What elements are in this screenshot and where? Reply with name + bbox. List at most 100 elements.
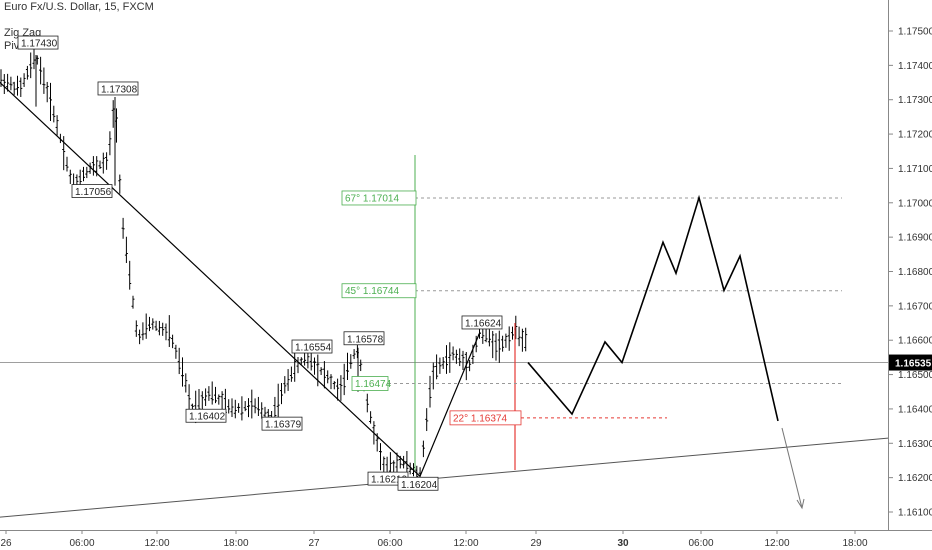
- ohlc-bar: [42, 67, 46, 94]
- projection-arrowhead: [796, 498, 805, 510]
- ohlc-bars: [0, 45, 528, 484]
- ohlc-bar: [468, 359, 472, 372]
- pivot-label-box: [291, 339, 333, 354]
- ohlc-bar: [187, 384, 191, 411]
- ohlc-bar: [425, 408, 429, 432]
- ohlc-bar: [78, 169, 82, 186]
- ohlc-bar: [326, 370, 330, 384]
- price-tick-label: 1.16700: [898, 301, 932, 312]
- ohlc-bar: [454, 349, 458, 364]
- price-tick-label: 1.16200: [898, 473, 932, 484]
- time-tick-label: 26: [0, 538, 12, 549]
- time-tick-label: 12:00: [453, 538, 478, 549]
- pivot-label: 1.16554: [295, 343, 332, 354]
- projection-arrow: [781, 427, 803, 509]
- pivot-label-box: [97, 81, 139, 96]
- price-tick-label: 1.17200: [898, 130, 932, 141]
- ohlc-bar: [16, 75, 19, 96]
- ohlc-bar: [289, 366, 293, 382]
- pivot-label-box: [343, 331, 385, 346]
- ohlc-bar: [157, 320, 161, 336]
- ohlc-bar: [250, 389, 254, 419]
- ohlc-bar: [167, 315, 171, 347]
- price-tick-label: 1.17100: [898, 164, 932, 175]
- ohlc-bar: [461, 350, 465, 370]
- ohlc-bar: [524, 327, 528, 352]
- ohlc-bar: [220, 391, 224, 412]
- fib-label-box: [341, 190, 417, 206]
- ohlc-bar: [200, 391, 204, 410]
- ohlc-bar: [214, 386, 217, 404]
- ohlc-bar: [12, 81, 16, 95]
- ohlc-bar: [171, 334, 175, 349]
- price-tick-label: 1.16100: [898, 507, 932, 518]
- ohlc-bar: [501, 335, 505, 352]
- ohlc-bar: [448, 342, 452, 373]
- ohlc-bar: [65, 156, 69, 172]
- ohlc-bar: [256, 396, 260, 417]
- ohlc-bar: [233, 399, 237, 419]
- fib-level-label: 67° 1.17014: [345, 193, 399, 204]
- ohlc-bar: [174, 344, 178, 359]
- ohlc-bar: [68, 169, 72, 185]
- ohlc-bar: [365, 393, 369, 413]
- ohlc-bar: [154, 320, 158, 331]
- ohlc-bar: [445, 345, 448, 374]
- ohlc-bar: [438, 357, 442, 374]
- ohlc-bar: [283, 376, 287, 394]
- ohlc-bar: [240, 396, 244, 421]
- ohlc-bar: [29, 52, 33, 79]
- fib-level-label: 45° 1.16744: [345, 286, 399, 297]
- ohlc-bar: [296, 356, 300, 374]
- price-tick-label: 1.16900: [898, 233, 932, 244]
- ohlc-bar: [55, 115, 59, 136]
- price-axis: 1.17500 1.17400 1.17300 1.17200 1.17100 1.170…: [888, 0, 932, 530]
- pivot-label: 1.16624: [465, 318, 502, 329]
- fib-level-label: 22° 1.16374: [453, 413, 507, 424]
- ohlc-bar: [91, 156, 95, 176]
- support-trendline: [0, 437, 889, 518]
- ohlc-bar: [504, 333, 508, 348]
- ohlc-bar: [45, 81, 49, 103]
- pivot-label: 1.16379: [265, 420, 302, 431]
- ohlc-bar: [227, 399, 231, 414]
- price-tick-label: 1.16400: [898, 404, 932, 415]
- ohlc-bar: [458, 348, 462, 367]
- ohlc-bar: [313, 357, 316, 375]
- ohlc-bar: [19, 77, 23, 97]
- ohlc-bar: [184, 373, 188, 393]
- pivot-label: 1.16578: [347, 334, 384, 345]
- ohlc-bar: [52, 105, 56, 123]
- pivot-label: 1.17430: [21, 39, 58, 50]
- ohlc-bar: [507, 326, 511, 351]
- time-tick-label: 27: [308, 538, 320, 549]
- ohlc-bar: [75, 174, 79, 186]
- ohlc-bar: [280, 382, 283, 405]
- time-tick-label: 06:00: [377, 538, 402, 549]
- ohlc-bar: [359, 359, 363, 372]
- ohlc-bar: [101, 152, 105, 174]
- price-tick-label: 1.16800: [898, 267, 932, 278]
- ohlc-bar: [161, 322, 165, 336]
- ohlc-bar: [6, 73, 10, 92]
- price-tick-label: 1.16500: [898, 370, 932, 381]
- current-price-tag: [889, 354, 932, 371]
- drawing-lines: [0, 82, 889, 518]
- ohlc-bar: [108, 131, 112, 156]
- pivot-label: 1.16219: [371, 475, 408, 486]
- ohlc-bar: [293, 352, 297, 382]
- ohlc-bar: [392, 460, 396, 473]
- ohlc-bar: [124, 236, 128, 263]
- ohlc-bar: [395, 452, 399, 474]
- ohlc-bar: [342, 363, 346, 396]
- current-price-label: 1.16535: [895, 359, 932, 370]
- ohlc-bar: [349, 354, 353, 369]
- pivot-label-box: [261, 416, 303, 431]
- ohlc-bar: [164, 323, 168, 341]
- ohlc-bar: [25, 65, 29, 80]
- time-tick-label: 18:00: [842, 538, 867, 549]
- ohlc-bar: [98, 160, 102, 169]
- time-tick-label: 06:00: [688, 538, 713, 549]
- price-tick-label: 1.17400: [898, 61, 932, 72]
